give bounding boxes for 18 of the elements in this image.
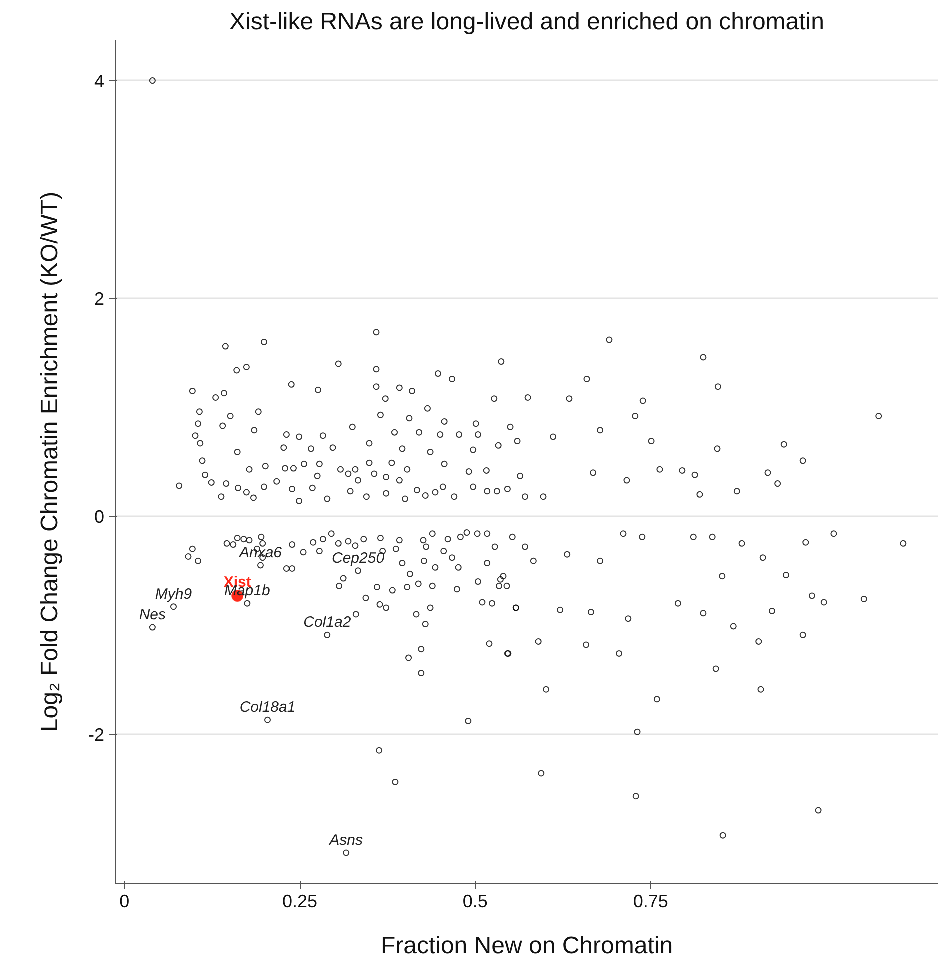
annotation: Myh9 [155, 586, 193, 603]
x-tick-label: 0.75 [633, 892, 668, 912]
y-tick-label: 4 [94, 71, 105, 92]
y-tick-label: 2 [94, 289, 105, 310]
y-tick-label: 0 [94, 506, 105, 527]
x-tick-label: 0 [120, 892, 130, 912]
y-tick-label: -2 [88, 724, 105, 745]
annotation: Col1a2 [304, 614, 352, 632]
annotation: Col18a1 [240, 699, 296, 716]
annotation: Cep250 [332, 550, 386, 567]
x-axis-title: Fraction New on Chromatin [380, 932, 674, 960]
annotation: Anxa6 [238, 544, 283, 562]
annotation: Nes [139, 606, 167, 624]
chart-title: Xist-like RNAs are long-lived and enriched on chromatin [230, 8, 824, 36]
annotation: Asns [328, 832, 364, 850]
y-axis-title: Log₂ Fold Change Chromatin Enrichment (KO/WT) [36, 192, 64, 732]
x-tick-label: 0.5 [462, 892, 488, 912]
x-tick-label: 0.25 [282, 892, 318, 912]
